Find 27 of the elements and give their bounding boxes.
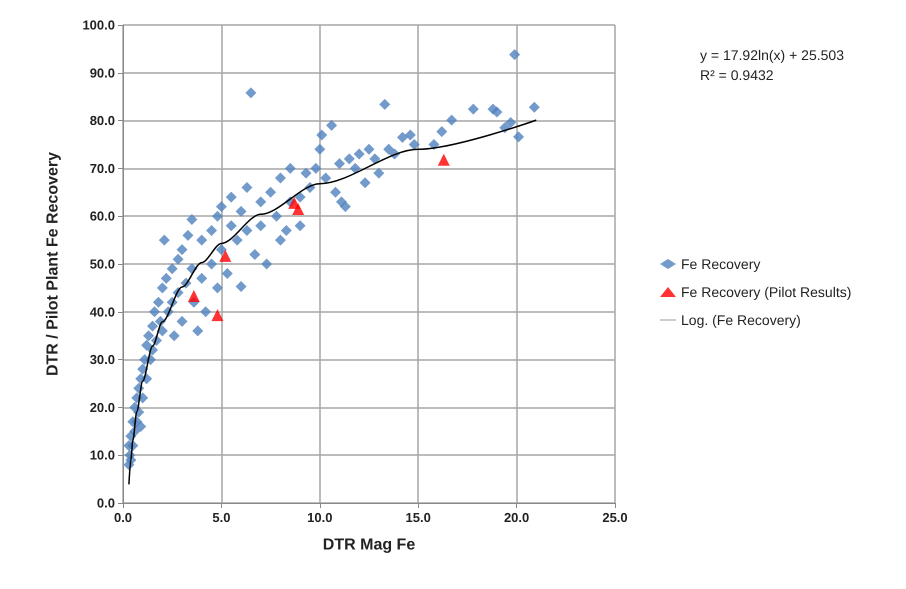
- y-tick-label: 40.0: [90, 304, 115, 320]
- y-tick-label: 90.0: [90, 65, 115, 80]
- text: R² = 0.9432: [700, 67, 774, 83]
- x-tick-label: 15.0: [406, 510, 431, 525]
- x-tick-label: 25.0: [602, 510, 628, 525]
- legend-label: Log. (Fe Recovery): [681, 312, 801, 328]
- x-axis-title: DTR Mag Fe: [322, 536, 416, 554]
- y-tick-label: 70.0: [90, 160, 115, 176]
- y-tick-label: 60.0: [90, 208, 115, 224]
- point: [211, 309, 224, 322]
- y-tick-label: 100.0: [82, 18, 115, 32]
- legend-label: Fe Recovery (Pilot Results): [681, 284, 852, 300]
- x-tick-label: 10.0: [307, 510, 332, 525]
- text: y = 17.92ln(x) + 25.503: [700, 47, 844, 63]
- legend-label: Fe Recovery: [681, 256, 760, 272]
- x-tick-label: 20.0: [504, 510, 530, 525]
- y-tick-label: 10.0: [90, 448, 115, 463]
- y-tick-label: 50.0: [90, 256, 115, 272]
- point: [438, 154, 450, 166]
- point: [292, 203, 304, 216]
- y-tick-label: 80.0: [90, 113, 115, 128]
- y-axis-title: DTR / Pilot Plant Fe Recovery: [44, 152, 62, 376]
- y-tick-label: 0.0: [96, 496, 115, 510]
- x-tick-label: 5.0: [212, 510, 230, 525]
- x-tick-label: 0.0: [114, 510, 132, 525]
- y-tick-label: 30.0: [90, 352, 115, 368]
- y-tick-label: 20.0: [90, 400, 115, 415]
